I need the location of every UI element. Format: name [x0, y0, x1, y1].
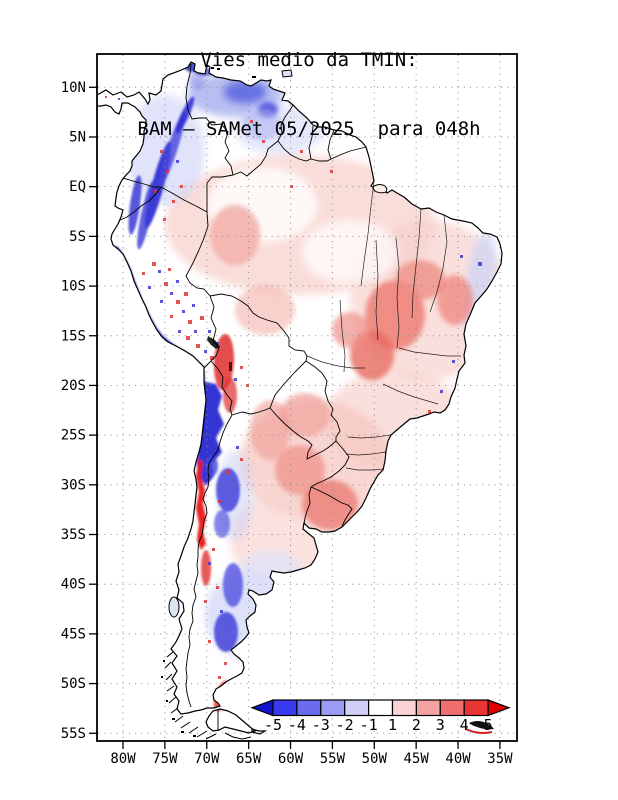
country-borders — [119, 63, 367, 731]
colorbar: -5 -4 -3 -2 -1 1 2 3 4 5 — [250, 699, 511, 734]
lat-tick-label: EQ — [69, 179, 86, 195]
colorbar-label: -5 — [264, 716, 282, 734]
lon-tick-label: 45W — [404, 751, 430, 767]
map-frame — [96, 53, 518, 742]
lat-tick-label: 5N — [69, 129, 86, 145]
figure-title: Vies medio da TMIN: BAM – SAMet 05/2025 … — [0, 3, 618, 187]
lat-tick-label: 25S — [61, 428, 86, 444]
fjord-coast-marks — [164, 651, 252, 740]
small-islands — [161, 65, 256, 737]
colorbar-label: 3 — [436, 716, 445, 734]
colorbar-segment — [415, 699, 441, 717]
colorbar-label: 2 — [412, 716, 421, 734]
colorbar-label: -3 — [312, 716, 330, 734]
lakes — [207, 336, 232, 371]
lon-tick-label: 75W — [152, 751, 178, 767]
coastline — [96, 61, 503, 734]
colorbar-segment — [368, 699, 394, 717]
title-line2: BAM – SAMet 05/2025 para 048h — [137, 118, 481, 140]
colorbar-segment — [320, 699, 346, 717]
colorbar-arrow-right — [487, 699, 511, 717]
lon-tick-label: 50W — [362, 751, 388, 767]
colorbar-label: -1 — [360, 716, 378, 734]
lon-tick-label: 40W — [445, 751, 471, 767]
lat-tick-label: 40S — [61, 577, 86, 593]
marajo-island — [372, 184, 388, 194]
graticule — [98, 55, 516, 740]
colorbar-arrow-left — [250, 699, 274, 717]
colorbar-label: 1 — [388, 716, 397, 734]
colorbar-segment — [296, 699, 322, 717]
staten-island — [251, 728, 268, 735]
lat-tick-label: 45S — [61, 626, 86, 642]
lat-tick-label: 35S — [61, 527, 86, 543]
lon-tick-label: 60W — [278, 751, 304, 767]
colorbar-segment — [344, 699, 370, 717]
colorbar-segment — [439, 699, 465, 717]
colorbar-label: -2 — [336, 716, 354, 734]
lat-tick-label: 15S — [61, 328, 86, 344]
lon-tick-label: 55W — [320, 751, 346, 767]
colorbar-segment — [463, 699, 489, 717]
lon-tick-label: 70W — [194, 751, 220, 767]
lat-tick-label: 55S — [61, 726, 86, 742]
colorbar-label: 4 — [460, 716, 469, 734]
south-georgia-island — [469, 721, 494, 730]
islands — [161, 65, 494, 740]
lat-tick-label: 20S — [61, 378, 86, 394]
lon-tick-label: 35W — [487, 751, 513, 767]
lat-tick-label: 5S — [69, 229, 86, 245]
lat-tick-label: 30S — [61, 477, 86, 493]
south-georgia-shelf — [465, 728, 493, 734]
lon-tick-label: 65W — [236, 751, 262, 767]
state-borders — [306, 180, 461, 471]
trinidad-island — [281, 69, 293, 78]
colorbar-segment — [272, 699, 298, 717]
axis-labels: 10N 5N EQ 5S 10S 15S 20S 25S 30S 35S 40S 45S 50S 55S 8… — [61, 80, 513, 767]
lat-tick-label: 10N — [61, 80, 86, 96]
colorbar-segment — [391, 699, 417, 717]
lat-tick-label: 10S — [61, 279, 86, 295]
colorbar-label: -4 — [288, 716, 306, 734]
lon-tick-label: 80W — [110, 751, 136, 767]
chiloe-island — [168, 596, 180, 618]
title-line1: Vies medio da TMIN: — [200, 49, 418, 71]
axis-ticks — [89, 86, 501, 749]
lat-tick-label: 50S — [61, 676, 86, 692]
colorbar-label: 5 — [484, 716, 493, 734]
